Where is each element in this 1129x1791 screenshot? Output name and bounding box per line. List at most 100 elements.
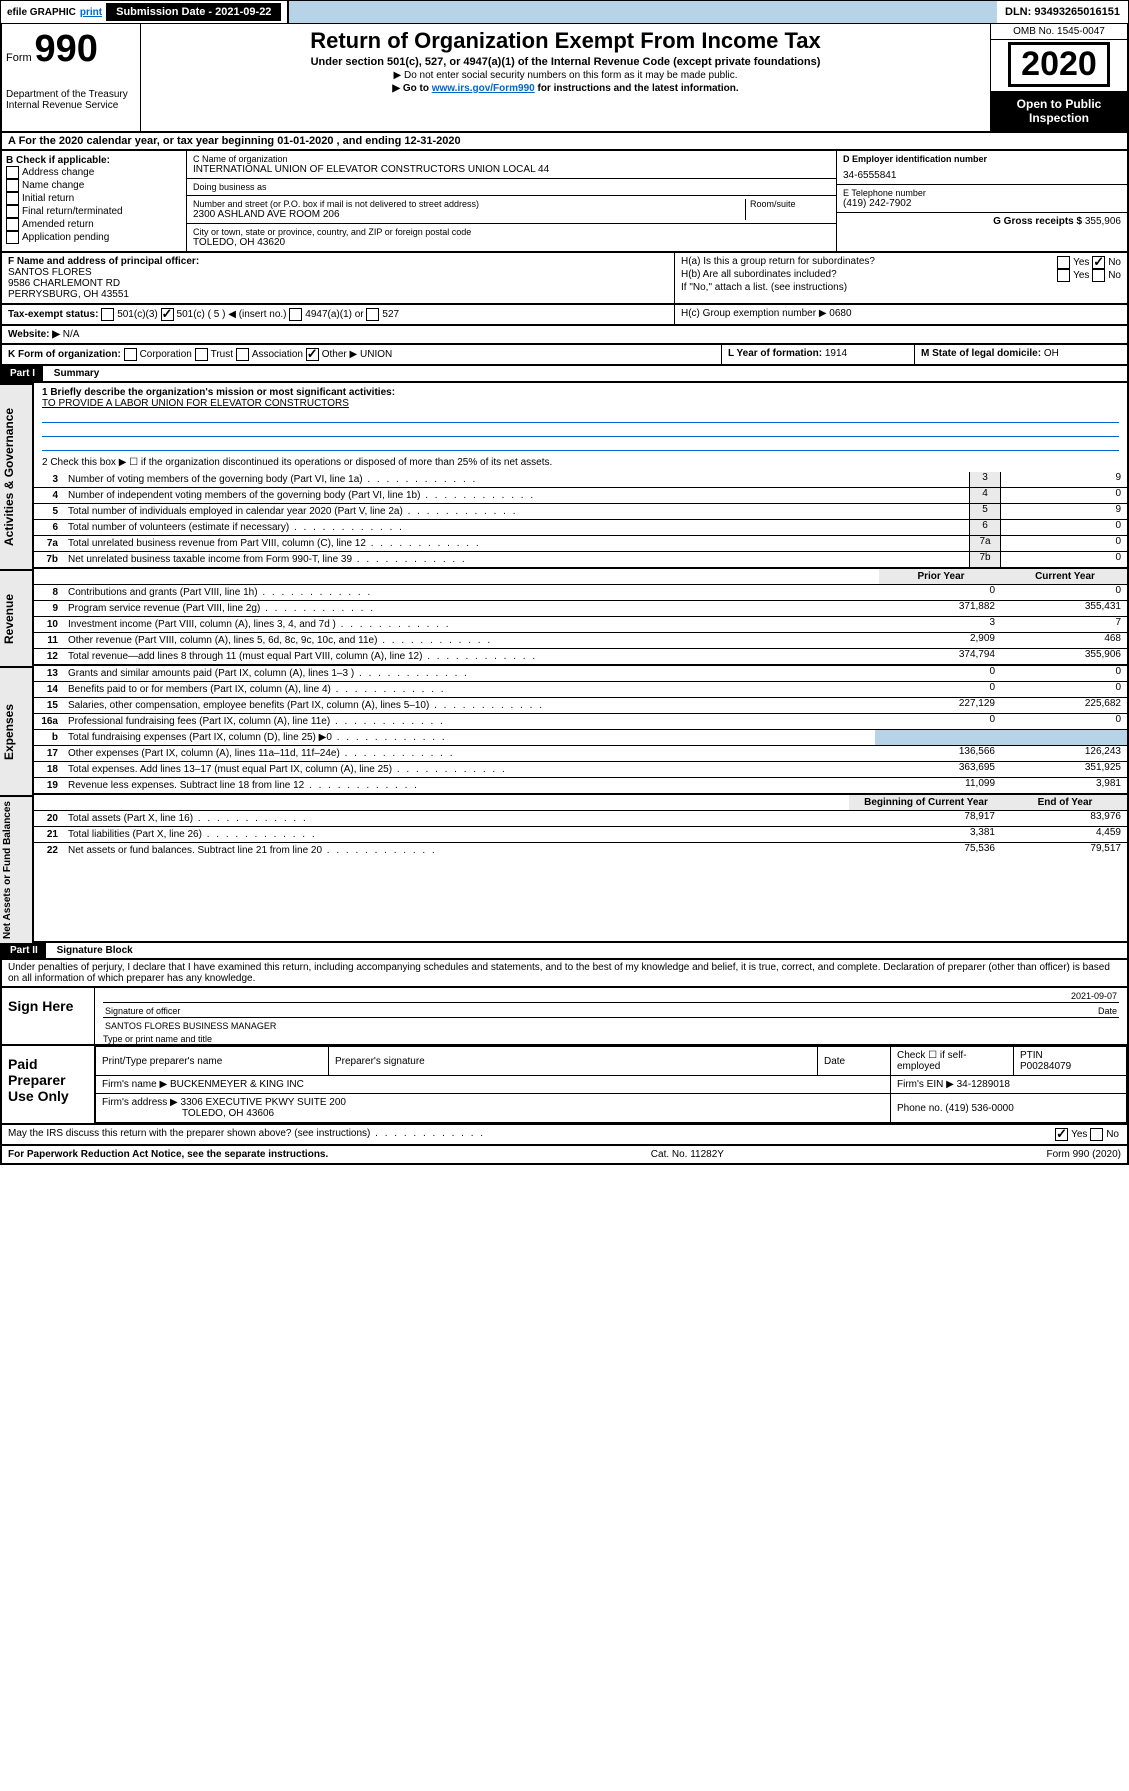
line-label: Professional fundraising fees (Part IX, … (62, 714, 875, 729)
cb-amended[interactable] (6, 218, 19, 231)
cb-address[interactable] (6, 166, 19, 179)
hb-yes-label: Yes (1073, 270, 1089, 281)
f-label: F Name and address of principal officer: (8, 256, 668, 267)
cb-app[interactable] (6, 231, 19, 244)
print-link[interactable]: print (80, 7, 102, 18)
officer-name: SANTOS FLORES (8, 267, 668, 278)
col-d: D Employer identification number 34-6555… (836, 151, 1127, 251)
current-val: 351,925 (1001, 762, 1127, 777)
line-num: 7a (34, 536, 62, 551)
i-label: Tax-exempt status: (8, 309, 98, 320)
discuss-no[interactable] (1090, 1128, 1103, 1141)
prior-val: 2,909 (875, 633, 1001, 648)
part2-header-row: Part II Signature Block (0, 943, 1129, 960)
row-klm: K Form of organization: Corporation Trus… (0, 345, 1129, 366)
firm-name: BUCKENMEYER & KING INC (170, 1079, 304, 1090)
row-j: Website: ▶ N/A (0, 326, 1129, 345)
i-501c[interactable] (161, 308, 174, 321)
b-opt-4: Amended return (22, 219, 94, 230)
current-val: 79,517 (1001, 843, 1127, 858)
current-val: 225,682 (1001, 698, 1127, 713)
line-num: 10 (34, 617, 62, 632)
q1-label: 1 Briefly describe the organization's mi… (42, 387, 1119, 398)
phone-val: (419) 242-7902 (843, 198, 1121, 209)
i-501c3[interactable] (101, 308, 114, 321)
cb-name[interactable] (6, 179, 19, 192)
fill-line (42, 438, 1119, 451)
hb-no[interactable] (1092, 269, 1105, 282)
line-label: Total liabilities (Part X, line 26) (62, 827, 845, 842)
k-corp[interactable] (124, 348, 137, 361)
k-label: K Form of organization: (8, 349, 121, 360)
line-label: Total revenue—add lines 8 through 11 (mu… (62, 649, 875, 664)
footer-right: Form 990 (2020) (1047, 1149, 1121, 1160)
hb-label: H(b) Are all subordinates included? (681, 269, 837, 282)
side-revenue: Revenue (0, 569, 34, 666)
b-opt-5: Application pending (22, 232, 109, 243)
m-val: OH (1044, 348, 1059, 359)
k-trust[interactable] (195, 348, 208, 361)
b-opt-1: Name change (22, 180, 84, 191)
ha-no-label: No (1108, 257, 1121, 268)
firm-ein-label: Firm's EIN ▶ (897, 1079, 957, 1090)
dba-label: Doing business as (193, 182, 830, 192)
firm-addr-label: Firm's address ▶ (102, 1097, 181, 1108)
h-prep-sig: Preparer's signature (329, 1047, 818, 1076)
sign-here-block: Sign Here 2021-09-07 Signature of office… (0, 988, 1129, 1046)
side-net: Net Assets or Fund Balances (0, 795, 34, 943)
firm-addr1: 3306 EXECUTIVE PKWY SUITE 200 (181, 1097, 346, 1108)
firm-ein: 34-1289018 (957, 1079, 1010, 1090)
line-val: 0 (1001, 552, 1127, 567)
cb-final[interactable] (6, 205, 19, 218)
prior-val: 227,129 (875, 698, 1001, 713)
dln: DLN: 93493265016151 (997, 3, 1128, 21)
b-opt-2: Initial return (22, 193, 74, 204)
line-ref: 4 (969, 488, 1001, 503)
k-other[interactable] (306, 348, 319, 361)
line-ref: 5 (969, 504, 1001, 519)
current-val: 355,431 (1001, 601, 1127, 616)
bcd-grid: B Check if applicable: Address change Na… (0, 151, 1129, 253)
agency1: Department of the Treasury (6, 89, 136, 100)
col-b: B Check if applicable: Address change Na… (2, 151, 187, 251)
line-ref: 6 (969, 520, 1001, 535)
cb-initial[interactable] (6, 192, 19, 205)
hdr-prior: Prior Year (879, 569, 1003, 584)
discuss-row: May the IRS discuss this return with the… (0, 1125, 1129, 1146)
discuss-text: May the IRS discuss this return with the… (2, 1125, 961, 1144)
sig-officer-label: Signature of officer (105, 1006, 180, 1016)
ha-yes[interactable] (1057, 256, 1070, 269)
line-label: Program service revenue (Part VIII, line… (62, 601, 875, 616)
subtitle-2b: ▶ Go to www.irs.gov/Form990 for instruct… (145, 83, 986, 94)
discuss-yes-label: Yes (1071, 1129, 1087, 1140)
omb-val: 1545-0047 (1057, 26, 1105, 37)
form990-link[interactable]: www.irs.gov/Form990 (432, 83, 535, 94)
i-4947[interactable] (289, 308, 302, 321)
form-header: Form 990 Department of the Treasury Inte… (0, 24, 1129, 133)
firm-addr2: TOLEDO, OH 43606 (102, 1108, 884, 1119)
line-label: Total expenses. Add lines 13–17 (must eq… (62, 762, 875, 777)
current-val: 355,906 (1001, 649, 1127, 664)
hb-yes[interactable] (1057, 269, 1070, 282)
subtitle-1: Under section 501(c), 527, or 4947(a)(1)… (145, 56, 986, 68)
org-name: INTERNATIONAL UNION OF ELEVATOR CONSTRUC… (193, 164, 830, 175)
current-val: 468 (1001, 633, 1127, 648)
line-num: 16a (34, 714, 62, 729)
line-num: 9 (34, 601, 62, 616)
ha-yes-label: Yes (1073, 257, 1089, 268)
l-val: 1914 (825, 348, 847, 359)
row-a: A For the 2020 calendar year, or tax yea… (0, 133, 1129, 151)
hdr-begin: Beginning of Current Year (849, 795, 1003, 810)
gross-label: G Gross receipts $ (993, 216, 1085, 227)
current-val: 83,976 (1001, 811, 1127, 826)
line-val: 9 (1001, 472, 1127, 487)
prior-val: 3,381 (845, 827, 1001, 842)
ha-no[interactable] (1092, 256, 1105, 269)
k-assoc[interactable] (236, 348, 249, 361)
i-527[interactable] (366, 308, 379, 321)
current-val: 4,459 (1001, 827, 1127, 842)
k-opt2: Association (252, 349, 303, 360)
col-c: C Name of organization INTERNATIONAL UNI… (187, 151, 836, 251)
prior-val: 75,536 (845, 843, 1001, 858)
discuss-yes[interactable] (1055, 1128, 1068, 1141)
